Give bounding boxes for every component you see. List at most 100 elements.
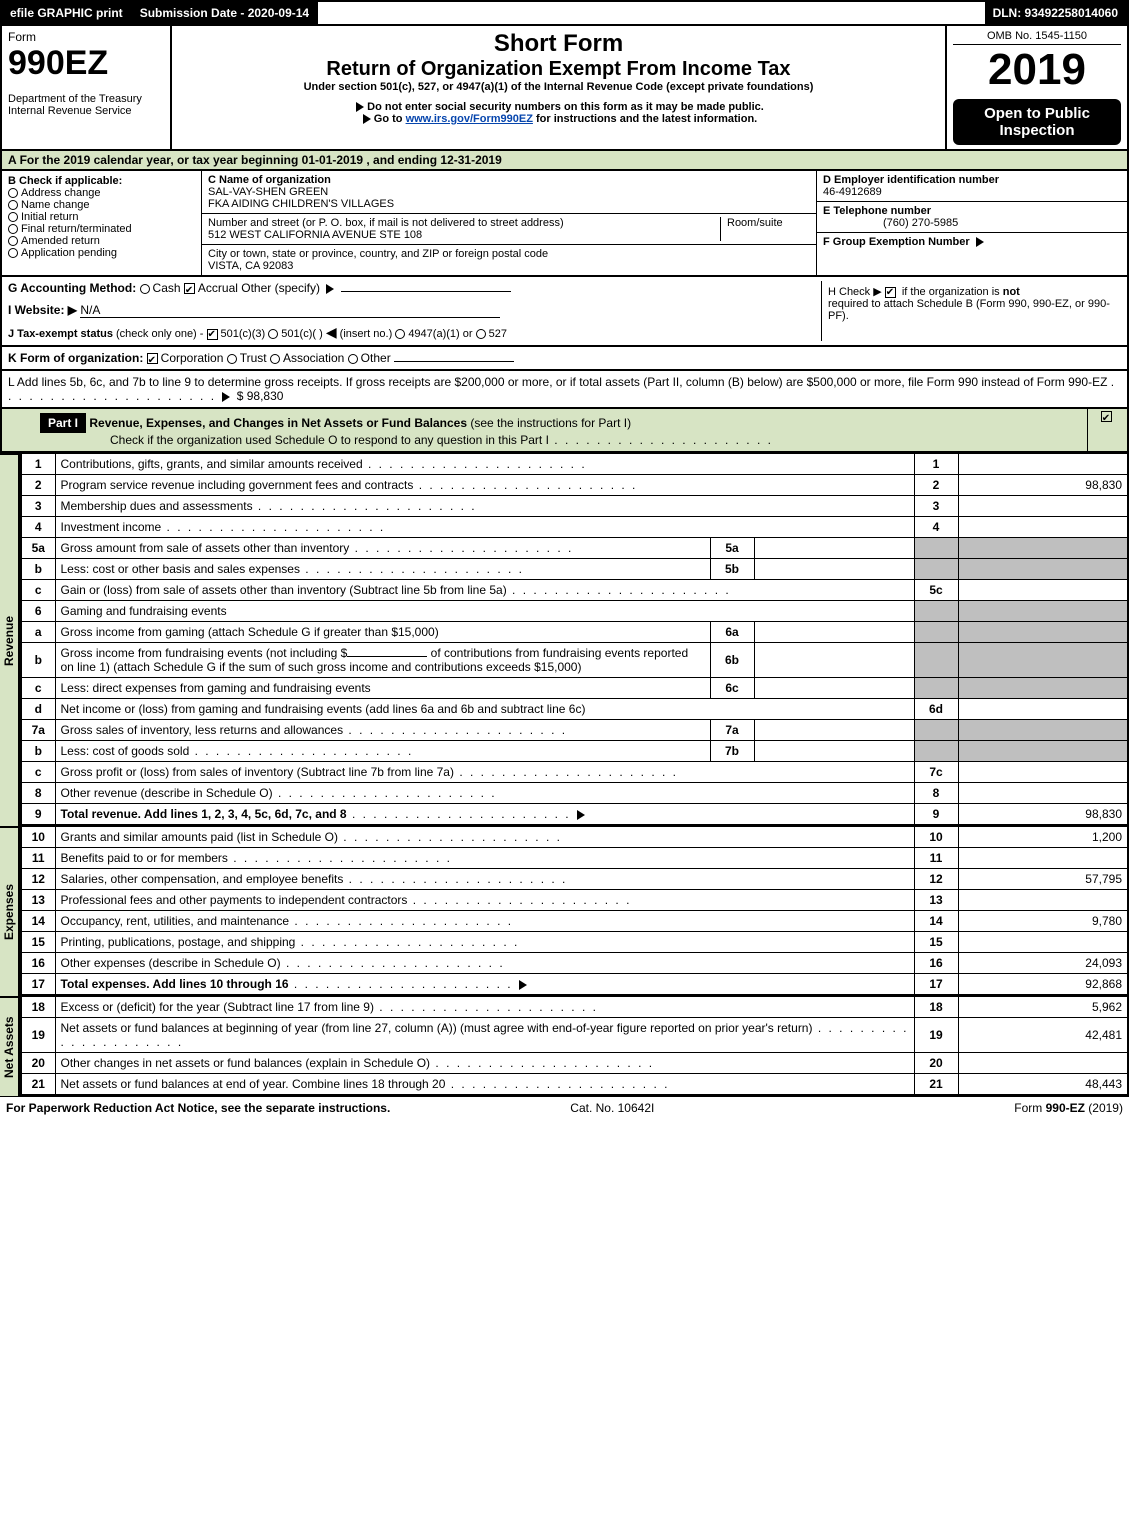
line-6c: cLess: direct expenses from gaming and f… bbox=[21, 678, 1128, 699]
form-header: Form 990EZ Department of the Treasury In… bbox=[0, 26, 1129, 151]
efile-label[interactable]: efile GRAPHIC print bbox=[2, 2, 132, 24]
i-lbl: I Website: ▶ bbox=[8, 303, 77, 317]
irs-link[interactable]: www.irs.gov/Form990EZ bbox=[406, 113, 533, 125]
line-4: 4Investment income4 bbox=[21, 517, 1128, 538]
l6b-amount-input[interactable] bbox=[347, 656, 427, 657]
b-opt[interactable]: Address change bbox=[8, 187, 195, 199]
a-text: For the 2019 calendar year, or tax year … bbox=[20, 153, 502, 167]
line-6d: dNet income or (loss) from gaming and fu… bbox=[21, 699, 1128, 720]
line-15: 15Printing, publications, postage, and s… bbox=[21, 932, 1128, 953]
l7a-text: Gross sales of inventory, less returns a… bbox=[61, 723, 344, 737]
room-suite-lbl: Room/suite bbox=[720, 217, 810, 241]
form-word: Form bbox=[8, 30, 164, 44]
g-accrual-check[interactable] bbox=[184, 283, 195, 294]
line-11: 11Benefits paid to or for members11 bbox=[21, 848, 1128, 869]
page-footer: For Paperwork Reduction Act Notice, see … bbox=[0, 1096, 1129, 1119]
arrow-icon bbox=[356, 102, 364, 112]
k-row: K Form of organization: Corporation Trus… bbox=[0, 347, 1129, 371]
d-lbl: D Employer identification number bbox=[823, 174, 999, 186]
b-opt[interactable]: Final return/terminated bbox=[8, 223, 195, 235]
identity-block: B Check if applicable: Address change Na… bbox=[0, 171, 1129, 277]
l16-text: Other expenses (describe in Schedule O) bbox=[61, 956, 281, 970]
part1-schedO-check[interactable] bbox=[1101, 411, 1112, 422]
line-5a: 5aGross amount from sale of assets other… bbox=[21, 538, 1128, 559]
j-527-radio[interactable] bbox=[476, 329, 486, 339]
g-other-input[interactable] bbox=[341, 291, 511, 292]
l-row: L Add lines 5b, 6c, and 7b to line 9 to … bbox=[0, 371, 1129, 409]
j-4947-radio[interactable] bbox=[395, 329, 405, 339]
d-block: D Employer identification number 46-4912… bbox=[817, 171, 1127, 202]
k-o3: Other bbox=[361, 351, 391, 365]
l10-text: Grants and similar amounts paid (list in… bbox=[61, 830, 338, 844]
b-opt[interactable]: Application pending bbox=[8, 247, 195, 259]
phone-value: (760) 270-5985 bbox=[823, 217, 958, 229]
col-c: C Name of organization SAL-VAY-SHEN GREE… bbox=[202, 171, 817, 275]
line-13: 13Professional fees and other payments t… bbox=[21, 890, 1128, 911]
k-o1: Trust bbox=[240, 351, 267, 365]
j-lbl: J Tax-exempt status bbox=[8, 328, 113, 340]
line-10: 10Grants and similar amounts paid (list … bbox=[21, 827, 1128, 848]
b-opt[interactable]: Initial return bbox=[8, 211, 195, 223]
g-cash-radio[interactable] bbox=[140, 284, 150, 294]
l6c-text: Less: direct expenses from gaming and fu… bbox=[61, 681, 371, 695]
b-opt[interactable]: Amended return bbox=[8, 235, 195, 247]
k-trust-radio[interactable] bbox=[227, 354, 237, 364]
g-other: Other (specify) bbox=[241, 281, 320, 295]
revenue-section: Revenue 1Contributions, gifts, grants, a… bbox=[0, 453, 1129, 826]
subtitle: Under section 501(c), 527, or 4947(a)(1)… bbox=[178, 81, 939, 93]
open-public-box: Open to Public Inspection bbox=[953, 99, 1121, 145]
revenue-side-label: Revenue bbox=[0, 453, 20, 826]
j-ins: (insert no.) bbox=[340, 328, 393, 340]
tax-year: 2019 bbox=[953, 45, 1121, 95]
g-block: G Accounting Method: Cash Accrual Other … bbox=[8, 281, 821, 341]
k-other-radio[interactable] bbox=[348, 354, 358, 364]
l17-text: Total expenses. Add lines 10 through 16 bbox=[61, 977, 289, 991]
l6-text: Gaming and fundraising events bbox=[55, 601, 914, 622]
org-name-1: SAL-VAY-SHEN GREEN bbox=[208, 186, 328, 198]
website-input[interactable]: N/A bbox=[80, 303, 500, 318]
l13-text: Professional fees and other payments to … bbox=[61, 893, 408, 907]
line-6: 6Gaming and fundraising events bbox=[21, 601, 1128, 622]
g-accrual: Accrual bbox=[198, 281, 238, 295]
e-block: E Telephone number (760) 270-5985 bbox=[817, 202, 1127, 233]
footer-right: Form 990-EZ (2019) bbox=[1014, 1101, 1123, 1115]
j-501c3-check[interactable] bbox=[207, 329, 218, 340]
k-other-input[interactable] bbox=[394, 361, 514, 362]
l8-text: Other revenue (describe in Schedule O) bbox=[61, 786, 273, 800]
j-501c-radio[interactable] bbox=[268, 329, 278, 339]
line-12: 12Salaries, other compensation, and empl… bbox=[21, 869, 1128, 890]
l19-text: Net assets or fund balances at beginning… bbox=[61, 1021, 813, 1035]
line-3: 3Membership dues and assessments3 bbox=[21, 496, 1128, 517]
k-o2: Association bbox=[283, 351, 344, 365]
k-corp-check[interactable] bbox=[147, 353, 158, 364]
j-o3: 4947(a)(1) or bbox=[408, 328, 472, 340]
col-def: D Employer identification number 46-4912… bbox=[817, 171, 1127, 275]
submission-date: Submission Date - 2020-09-14 bbox=[132, 2, 318, 24]
goto-post: for instructions and the latest informat… bbox=[533, 113, 757, 125]
line-5b: bLess: cost or other basis and sales exp… bbox=[21, 559, 1128, 580]
l6b-t1: Gross income from fundraising events (no… bbox=[61, 646, 348, 660]
return-title: Return of Organization Exempt From Incom… bbox=[178, 58, 939, 81]
c-name-lbl: C Name of organization bbox=[208, 174, 331, 186]
arrow-icon bbox=[976, 237, 984, 247]
part1-side-spacer bbox=[2, 409, 32, 451]
c-addr-block: Number and street (or P. O. box, if mail… bbox=[202, 214, 816, 245]
h-check[interactable] bbox=[885, 287, 896, 298]
footer-cat: Cat. No. 10642I bbox=[570, 1101, 654, 1115]
l1-text: Contributions, gifts, grants, and simila… bbox=[61, 457, 363, 471]
k-assoc-radio[interactable] bbox=[270, 354, 280, 364]
c-city-lbl: City or town, state or province, country… bbox=[208, 248, 548, 260]
b-opt[interactable]: Name change bbox=[8, 199, 195, 211]
netassets-section: Net Assets 18Excess or (deficit) for the… bbox=[0, 996, 1129, 1096]
line-7a: 7aGross sales of inventory, less returns… bbox=[21, 720, 1128, 741]
line-5c: cGain or (loss) from sale of assets othe… bbox=[21, 580, 1128, 601]
warn-text: Do not enter social security numbers on … bbox=[367, 101, 764, 113]
omb-number: OMB No. 1545-1150 bbox=[953, 30, 1121, 45]
arrow-icon bbox=[363, 114, 371, 124]
l4-text: Investment income bbox=[61, 520, 162, 534]
l6a-text: Gross income from gaming (attach Schedul… bbox=[61, 625, 439, 639]
ein-value: 46-4912689 bbox=[823, 186, 882, 198]
h-block: H Check ▶ if the organization is not req… bbox=[821, 281, 1121, 341]
l3-text: Membership dues and assessments bbox=[61, 499, 253, 513]
j-note: (check only one) - bbox=[116, 328, 203, 340]
